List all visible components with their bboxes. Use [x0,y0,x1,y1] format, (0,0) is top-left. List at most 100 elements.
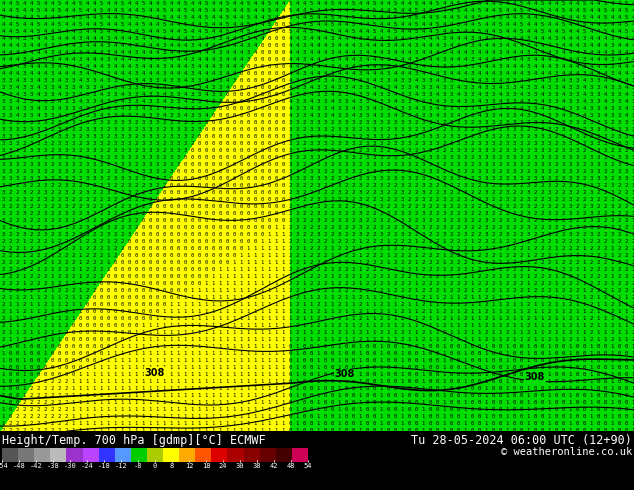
Text: 0: 0 [386,343,390,349]
Text: 2: 2 [79,175,82,181]
Text: 4: 4 [401,15,404,20]
Text: 3: 3 [568,105,572,111]
Text: 1: 1 [225,372,229,377]
Text: 0: 0 [309,379,313,384]
Text: 0: 0 [247,211,250,216]
Text: 1: 1 [254,358,257,363]
Text: 2: 2 [561,239,565,244]
Text: 3: 3 [183,141,186,146]
Text: 0: 0 [576,421,579,426]
Text: 3: 3 [526,224,529,230]
Text: 2: 2 [288,190,292,195]
Text: 0: 0 [86,337,89,342]
Text: 1: 1 [561,302,565,307]
Text: 2: 2 [288,196,292,201]
Text: 1: 1 [505,343,508,349]
Text: 1: 1 [233,428,236,433]
Text: 4: 4 [583,77,586,82]
Text: 0: 0 [113,337,117,342]
Text: 4: 4 [379,28,383,33]
Text: 3: 3 [107,183,110,188]
Text: 3: 3 [597,175,600,181]
Text: 2: 2 [624,260,628,265]
Text: 4: 4 [429,43,432,48]
Text: 0: 0 [618,365,621,369]
Text: 0: 0 [225,204,229,209]
Text: 1: 1 [540,316,543,320]
Text: 0: 0 [533,407,536,412]
Text: 2: 2 [316,267,320,271]
Text: 4: 4 [618,43,621,48]
Text: 1: 1 [344,294,347,300]
Text: 2: 2 [547,245,550,250]
Text: 0: 0 [344,392,347,398]
Text: 3: 3 [86,175,89,181]
Text: 4: 4 [624,35,628,41]
Text: 5: 5 [519,22,522,26]
Text: 4: 4 [183,77,186,82]
Text: 0: 0 [218,183,222,188]
Text: 1: 1 [240,253,243,258]
Text: 1: 1 [93,392,96,398]
Text: 3: 3 [344,175,347,181]
Text: 1: 1 [148,343,152,349]
Text: 3: 3 [358,98,361,103]
Text: 4: 4 [422,71,425,75]
Text: 0: 0 [309,414,313,418]
Text: 1: 1 [309,309,313,314]
Text: 0: 0 [450,428,453,433]
Text: 0: 0 [275,183,278,188]
Text: 0: 0 [204,162,207,167]
Text: 4: 4 [100,49,103,54]
Text: 3: 3 [568,224,572,230]
Text: 1: 1 [302,273,306,279]
Text: 2: 2 [65,316,68,320]
Text: 4: 4 [597,7,600,13]
Text: 3: 3 [450,105,453,111]
Text: 1: 1 [148,414,152,418]
Text: 3: 3 [309,154,313,160]
Text: 0: 0 [268,43,271,48]
Text: 1: 1 [72,414,75,418]
Text: 1: 1 [107,407,110,412]
Text: 3: 3 [295,134,299,139]
Text: 3: 3 [302,92,306,97]
Text: 4: 4 [450,56,453,62]
Text: 2: 2 [597,281,600,286]
Text: 1: 1 [127,351,131,356]
Text: 1: 1 [169,407,172,412]
Text: 3: 3 [463,98,467,103]
Text: 1: 1 [254,309,257,314]
Text: 3: 3 [568,126,572,131]
Text: 4: 4 [254,49,257,54]
Text: 1: 1 [275,343,278,349]
Text: 0: 0 [169,260,172,265]
Text: 3: 3 [547,77,550,82]
Text: 4: 4 [155,7,158,13]
Text: 3: 3 [86,196,89,201]
Text: 1: 1 [484,358,488,363]
Text: 2: 2 [107,147,110,152]
Text: 0: 0 [247,224,250,230]
Text: 1: 1 [358,392,361,398]
Text: 2: 2 [576,281,579,286]
Text: 1: 1 [190,400,193,405]
Text: 3: 3 [512,154,515,160]
Text: 2: 2 [436,196,439,201]
Text: 1: 1 [477,302,481,307]
Text: 2: 2 [372,224,375,230]
Text: 3: 3 [401,232,404,237]
Text: 1: 1 [576,316,579,320]
Text: 3: 3 [190,85,193,90]
Text: 1: 1 [155,392,158,398]
Text: 2: 2 [533,253,536,258]
Text: 3: 3 [379,147,383,152]
Text: -30: -30 [63,463,76,469]
Bar [99,448,115,462]
Text: 3: 3 [568,232,572,237]
Text: 2: 2 [533,190,536,195]
Text: 2: 2 [351,190,354,195]
Text: 4: 4 [309,85,313,90]
Text: 1: 1 [1,358,4,363]
Text: 2: 2 [554,154,558,160]
